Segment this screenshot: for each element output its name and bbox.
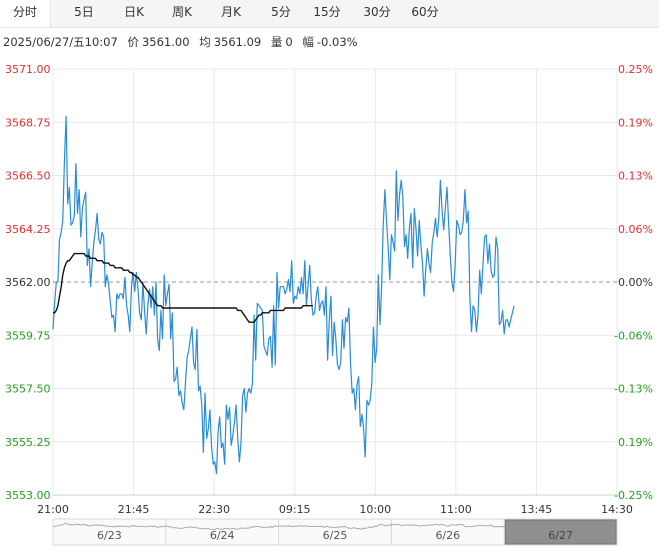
timeline-selected-window [504, 519, 617, 545]
y-tick-label-right: 0.25% [618, 63, 653, 76]
y-tick-label-right: 0.19% [618, 436, 653, 449]
tab-5min[interactable]: 5分 [271, 5, 291, 19]
x-tick-label: 14:30 [601, 503, 633, 516]
y-tick-label-left: 3571.00 [5, 63, 51, 76]
x-tick-label: 11:00 [440, 503, 472, 516]
tab-5day[interactable]: 5日 [74, 5, 94, 19]
price-line [52, 115, 515, 475]
timeline-scroller: 6/23 6/24 6/25 6/26 6/27 [52, 518, 618, 546]
y-tick-label-left: 3559.75 [5, 329, 51, 342]
x-tick-label: 13:45 [521, 503, 553, 516]
y-tick-label-right: 0.19% [618, 116, 653, 129]
x-tick-label: 09:15 [279, 503, 311, 516]
series-layer [52, 115, 515, 475]
y-axis-left: 3571.00 3568.75 3566.50 3564.25 3562.00 3559.… [5, 63, 51, 502]
volume-label: 量 [270, 35, 283, 49]
y-tick-label-left: 3555.25 [5, 436, 51, 449]
y-axis-right: 0.25% 0.19% 0.13% 0.06% 0.00% -0.06% -0.13% 0.1… [614, 63, 653, 502]
y-tick-label-right: 0.13% [618, 170, 653, 183]
y-tick-label-left: 3562.00 [5, 276, 51, 289]
x-tick-label: 10:00 [359, 503, 391, 516]
tab-weekly-k[interactable]: 周K [172, 5, 192, 19]
timeline-date-label: 6/26 [435, 529, 460, 542]
x-tick-label: 22:30 [198, 503, 230, 516]
y-tick-label-left: 3568.75 [5, 116, 51, 129]
tab-60min[interactable]: 60分 [411, 5, 439, 19]
timeline-overview-line [52, 522, 509, 531]
y-tick-label-right: 0.00% [618, 276, 653, 289]
chart-grid [52, 68, 618, 496]
x-axis: 21:00 21:45 22:30 09:15 10:00 11:00 13:45 14:30 [37, 503, 633, 516]
y-tick-label-left: 3566.50 [5, 170, 51, 183]
avg-value: 3561.09 [213, 35, 262, 49]
x-tick-label: 21:00 [37, 503, 69, 516]
tab-daily-k[interactable]: 日K [124, 5, 144, 19]
y-tick-label-right: -0.13% [614, 383, 653, 396]
y-tick-label-left: 3557.50 [5, 383, 51, 396]
timeline-track [52, 518, 618, 546]
change-value: -0.03% [316, 35, 358, 49]
tab-30min[interactable]: 30分 [363, 5, 391, 19]
timeline-date-label: 6/23 [97, 529, 122, 542]
tab-intraday[interactable]: 分时 [0, 0, 51, 27]
price-label: 价 [127, 35, 139, 49]
timeline-date-label: 6/25 [323, 529, 348, 542]
y-tick-label-left: 3553.00 [5, 489, 51, 502]
y-tick-label-left: 3564.25 [5, 223, 51, 236]
avg-label: 均 [199, 35, 211, 49]
tab-15min[interactable]: 15分 [313, 5, 341, 19]
change-label: 幅 [302, 35, 314, 49]
y-tick-label-right: 0.06% [618, 223, 653, 236]
quote-datetime: 2025/06/27/五10:07 [3, 35, 118, 49]
y-tick-label-right: -0.06% [614, 329, 653, 342]
tab-monthly-k[interactable]: 月K [221, 5, 241, 19]
timeline-date-label: 6/27 [548, 529, 573, 542]
period-tab-bar: 分时 5日 日K 周K 月K 5分 15分 30分 60分 [0, 0, 659, 28]
price-value: 3561.00 [141, 35, 190, 49]
y-tick-label-right: -0.25% [614, 489, 653, 502]
volume-value: 0 [285, 35, 293, 49]
x-tick-label: 21:45 [118, 503, 150, 516]
average-line [53, 252, 313, 323]
timeline-date-label: 6/24 [210, 529, 235, 542]
